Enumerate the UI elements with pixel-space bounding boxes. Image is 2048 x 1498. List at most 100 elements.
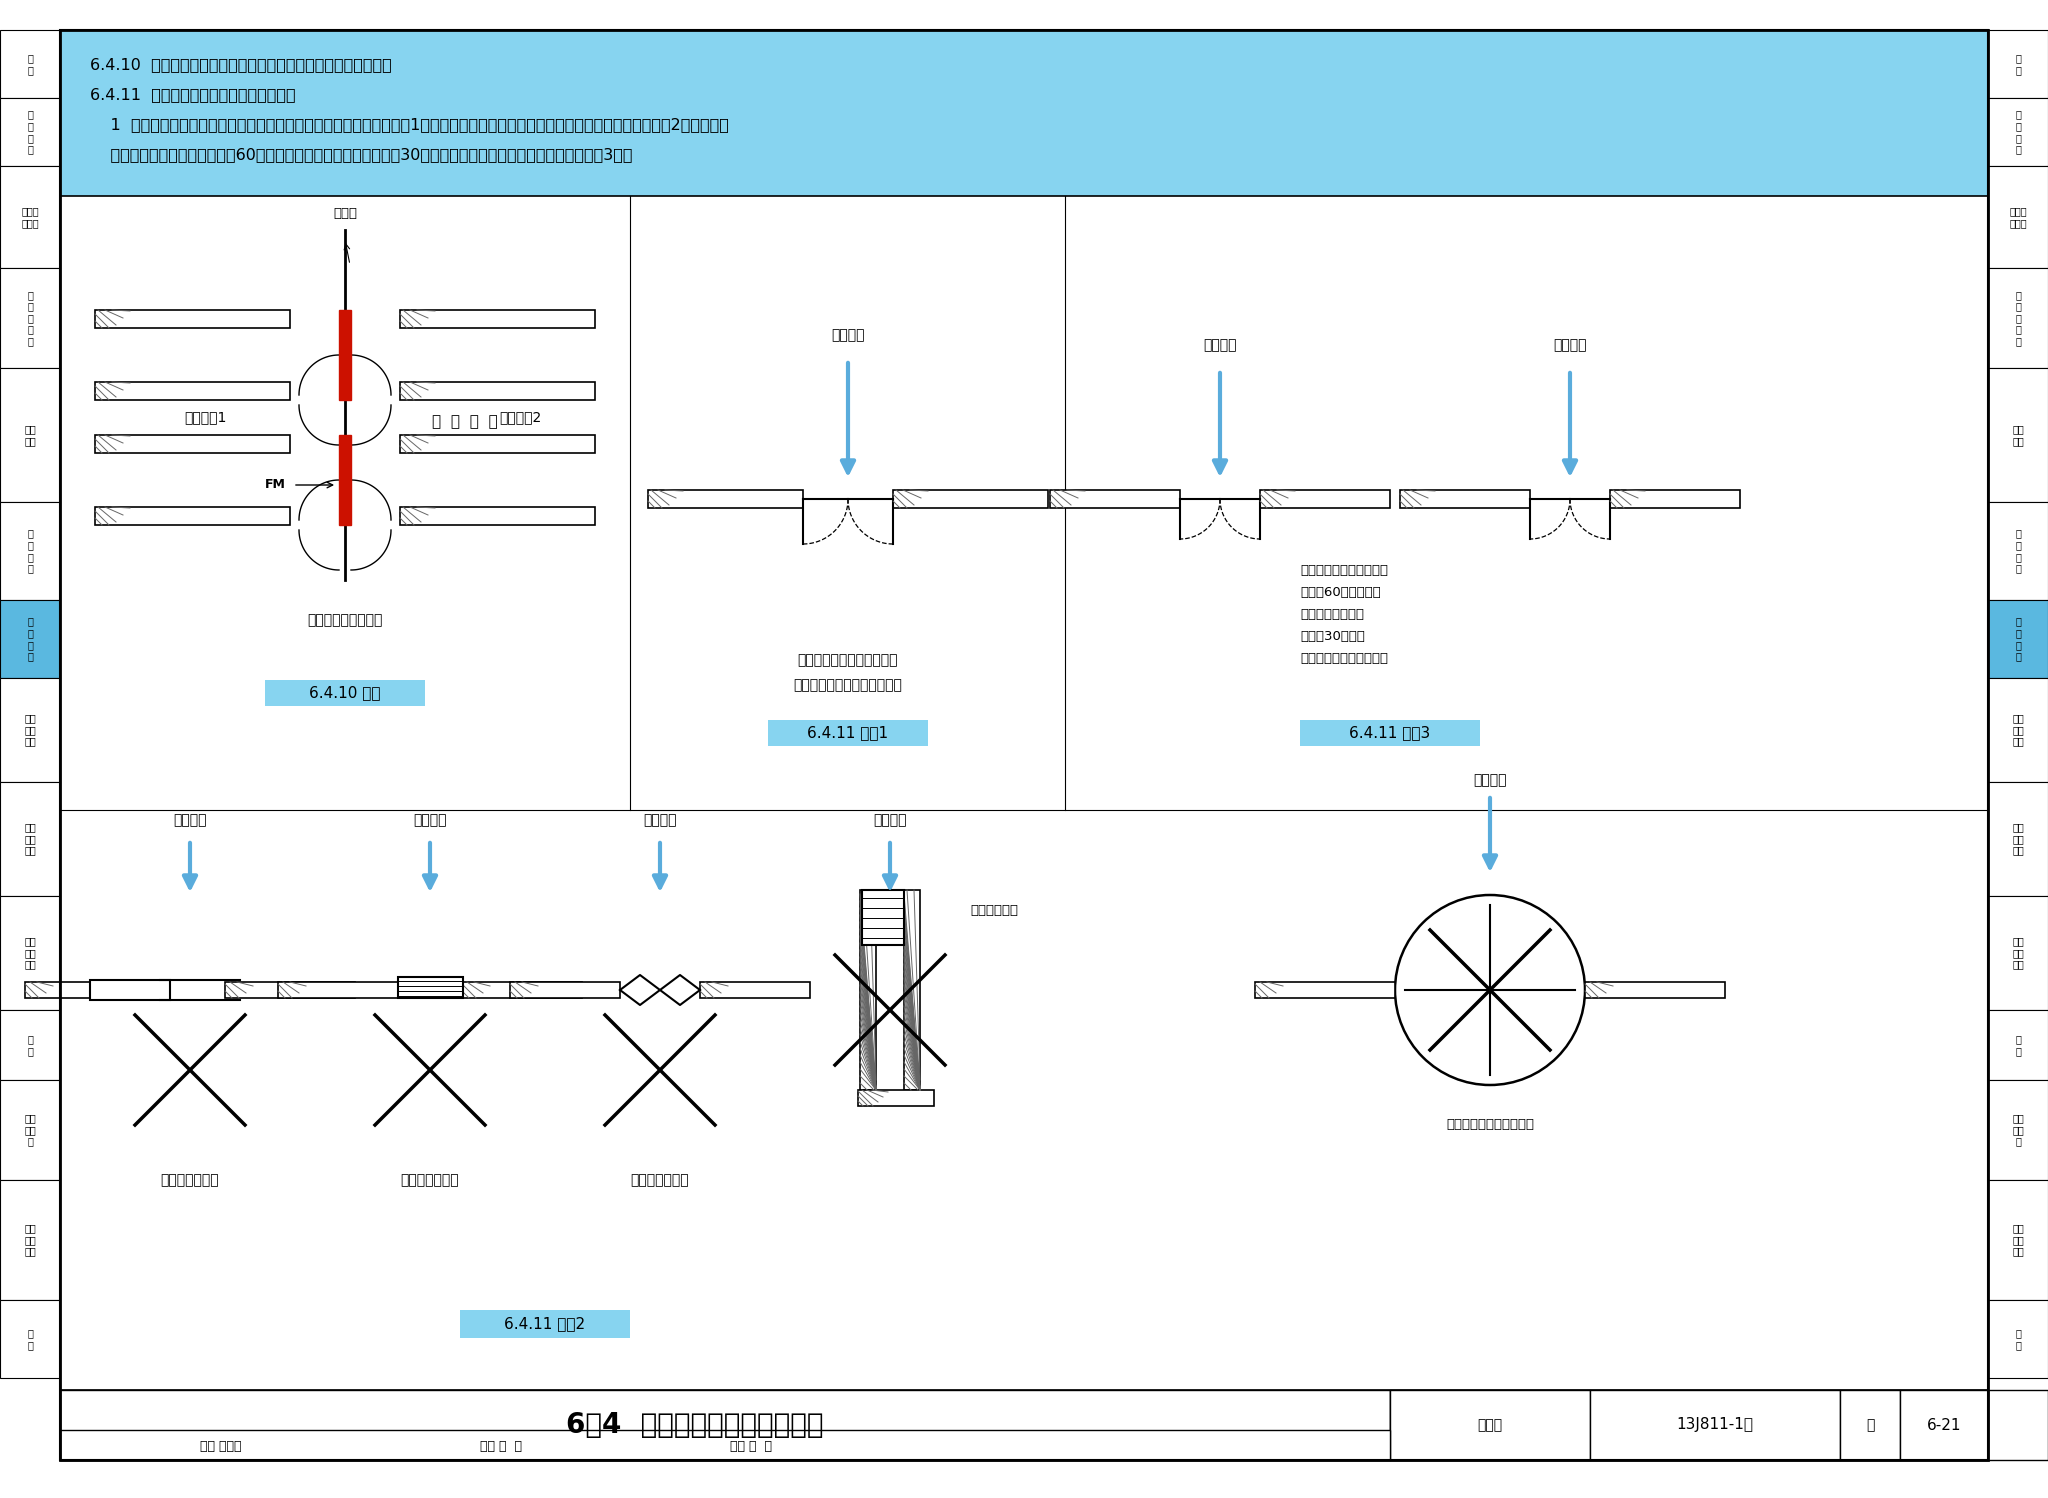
Bar xyxy=(59,1390,1391,1461)
Bar xyxy=(1391,1390,1589,1461)
Text: 1  民用建筑和厂房的疏散门，应采用向疏散方向开启的平开门【图示1】，不应采用推拉门、卷帘门、吊门、转门和折叠门【图示2】。除甲、: 1 民用建筑和厂房的疏散门，应采用向疏散方向开启的平开门【图示1】，不应采用推拉… xyxy=(90,117,729,132)
Bar xyxy=(399,506,596,524)
Bar xyxy=(0,782,59,896)
Bar xyxy=(1989,782,2048,896)
Bar xyxy=(1839,1390,1901,1461)
Text: 6.4.10 图示: 6.4.10 图示 xyxy=(309,686,381,701)
Text: 不应采用卷帘门: 不应采用卷帘门 xyxy=(401,1173,459,1186)
Bar xyxy=(1585,983,1724,998)
Text: 6.4.11 图示1: 6.4.11 图示1 xyxy=(807,725,889,740)
Text: 电
气: 电 气 xyxy=(2015,1034,2021,1056)
Text: 13J811-1改: 13J811-1改 xyxy=(1677,1417,1753,1432)
Text: 设计 曹  奕: 设计 曹 奕 xyxy=(729,1441,772,1453)
Bar xyxy=(264,680,426,706)
Bar xyxy=(0,166,59,268)
Text: 6.4.10  疏散走道在防火分区处应设置常开甲级防火门。【图示】: 6.4.10 疏散走道在防火分区处应设置常开甲级防火门。【图示】 xyxy=(90,57,391,72)
Bar xyxy=(1051,490,1180,508)
Text: 灭火
设施
救援: 灭火 设施 救援 xyxy=(25,713,37,746)
Text: 城交
市通
隧道: 城交 市通 隧道 xyxy=(25,1224,37,1257)
Bar xyxy=(59,30,1989,196)
Bar xyxy=(1610,490,1741,508)
Text: 图集号: 图集号 xyxy=(1477,1419,1503,1432)
Text: 疏散方向: 疏散方向 xyxy=(872,813,907,827)
Text: 附
录: 附 录 xyxy=(2015,1329,2021,1350)
Text: 疏散方向: 疏散方向 xyxy=(1473,773,1507,786)
Text: 总术符
则语号: 总术符 则语号 xyxy=(2009,207,2028,228)
Text: 供暖
通风
调节: 供暖 通风 调节 xyxy=(25,936,37,969)
Bar xyxy=(94,434,291,452)
Text: 附
录: 附 录 xyxy=(27,1329,33,1350)
Bar xyxy=(1989,679,2048,782)
Text: 防火墙: 防火墙 xyxy=(334,207,356,220)
Bar xyxy=(1989,896,2048,1010)
Bar xyxy=(0,1180,59,1300)
Bar xyxy=(1989,1180,2048,1300)
Text: 审核 蔡昭昀: 审核 蔡昭昀 xyxy=(201,1441,242,1453)
Text: 甲乙
固体: 甲乙 固体 xyxy=(2011,424,2023,446)
Text: 疏散方向: 疏散方向 xyxy=(1204,339,1237,352)
Bar xyxy=(463,983,582,998)
Text: 目
录: 目 录 xyxy=(2015,54,2021,75)
Text: 疏散方向: 疏散方向 xyxy=(831,328,864,342)
Bar xyxy=(1989,502,2048,601)
Text: 疏散方向: 疏散方向 xyxy=(174,813,207,827)
Text: 防火分区2: 防火分区2 xyxy=(500,410,541,424)
Bar xyxy=(461,1309,631,1338)
Bar xyxy=(1255,983,1395,998)
Bar xyxy=(1989,166,2048,268)
Text: 总术符
则语号: 总术符 则语号 xyxy=(20,207,39,228)
Text: 其疏散门的开启方向不限: 其疏散门的开启方向不限 xyxy=(1300,652,1389,665)
Bar xyxy=(862,890,903,945)
Text: 6.4.11 图示2: 6.4.11 图示2 xyxy=(504,1317,586,1332)
Text: 消防
的设
置施: 消防 的设 置施 xyxy=(25,822,37,855)
Text: 目
录: 目 录 xyxy=(27,54,33,75)
Text: 疏散方向: 疏散方向 xyxy=(1552,339,1587,352)
Bar xyxy=(59,1390,1989,1461)
Bar xyxy=(399,382,596,400)
Text: 疏散方向: 疏散方向 xyxy=(414,813,446,827)
Text: 消防
的设
置施: 消防 的设 置施 xyxy=(2011,822,2023,855)
Text: 木建
结筑
构: 木建 结筑 构 xyxy=(25,1113,37,1146)
Bar xyxy=(1989,1010,2048,1080)
Text: 厂
房
和
仓
库: 厂 房 和 仓 库 xyxy=(27,289,33,346)
Text: 民
用
建
筑: 民 用 建 筑 xyxy=(2015,529,2021,574)
Bar xyxy=(1989,601,2048,679)
Bar xyxy=(1260,490,1391,508)
Text: 6.4.11 图示3: 6.4.11 图示3 xyxy=(1350,725,1432,740)
Bar xyxy=(0,679,59,782)
Bar xyxy=(0,268,59,369)
Text: 不应采用吊门: 不应采用吊门 xyxy=(971,903,1018,917)
Bar xyxy=(1589,1390,1839,1461)
Bar xyxy=(0,601,59,679)
Bar xyxy=(1989,1080,2048,1180)
Bar xyxy=(279,983,397,998)
Text: FM: FM xyxy=(264,478,285,491)
Text: 民用建筑和厂房的疏散门应: 民用建筑和厂房的疏散门应 xyxy=(799,653,899,667)
Bar xyxy=(25,983,156,998)
Text: 且每樘门平均疏散: 且每樘门平均疏散 xyxy=(1300,608,1364,620)
Bar xyxy=(1391,1390,2048,1461)
Text: 建
筑
构
造: 建 筑 构 造 xyxy=(27,617,33,662)
Text: 除甲、乙类生产房间外，: 除甲、乙类生产房间外， xyxy=(1300,563,1389,577)
Text: 编
制
说
明: 编 制 说 明 xyxy=(2015,109,2021,154)
Bar xyxy=(59,1431,1391,1461)
Text: 采用向疏散方向开启的平开门: 采用向疏散方向开启的平开门 xyxy=(793,679,903,692)
Bar xyxy=(0,1010,59,1080)
Bar xyxy=(225,983,354,998)
Text: 人数＜60人的房间，: 人数＜60人的房间， xyxy=(1300,586,1380,599)
Text: 人数＜30人时，: 人数＜30人时， xyxy=(1300,629,1364,643)
Bar xyxy=(1989,97,2048,166)
Bar xyxy=(0,30,59,97)
Bar xyxy=(94,382,291,400)
Bar xyxy=(1989,268,2048,369)
Bar xyxy=(860,890,877,1091)
Bar xyxy=(0,1300,59,1378)
Bar xyxy=(0,1080,59,1180)
Bar xyxy=(1901,1390,1989,1461)
Text: 厂
房
和
仓
库: 厂 房 和 仓 库 xyxy=(2015,289,2021,346)
Text: 6．4  疏散楼梯间和疏散楼梯等: 6．4 疏散楼梯间和疏散楼梯等 xyxy=(565,1411,823,1440)
Bar xyxy=(0,502,59,601)
Text: 设置常开甲级防火门: 设置常开甲级防火门 xyxy=(307,613,383,628)
Bar xyxy=(0,97,59,166)
Bar xyxy=(647,490,803,508)
